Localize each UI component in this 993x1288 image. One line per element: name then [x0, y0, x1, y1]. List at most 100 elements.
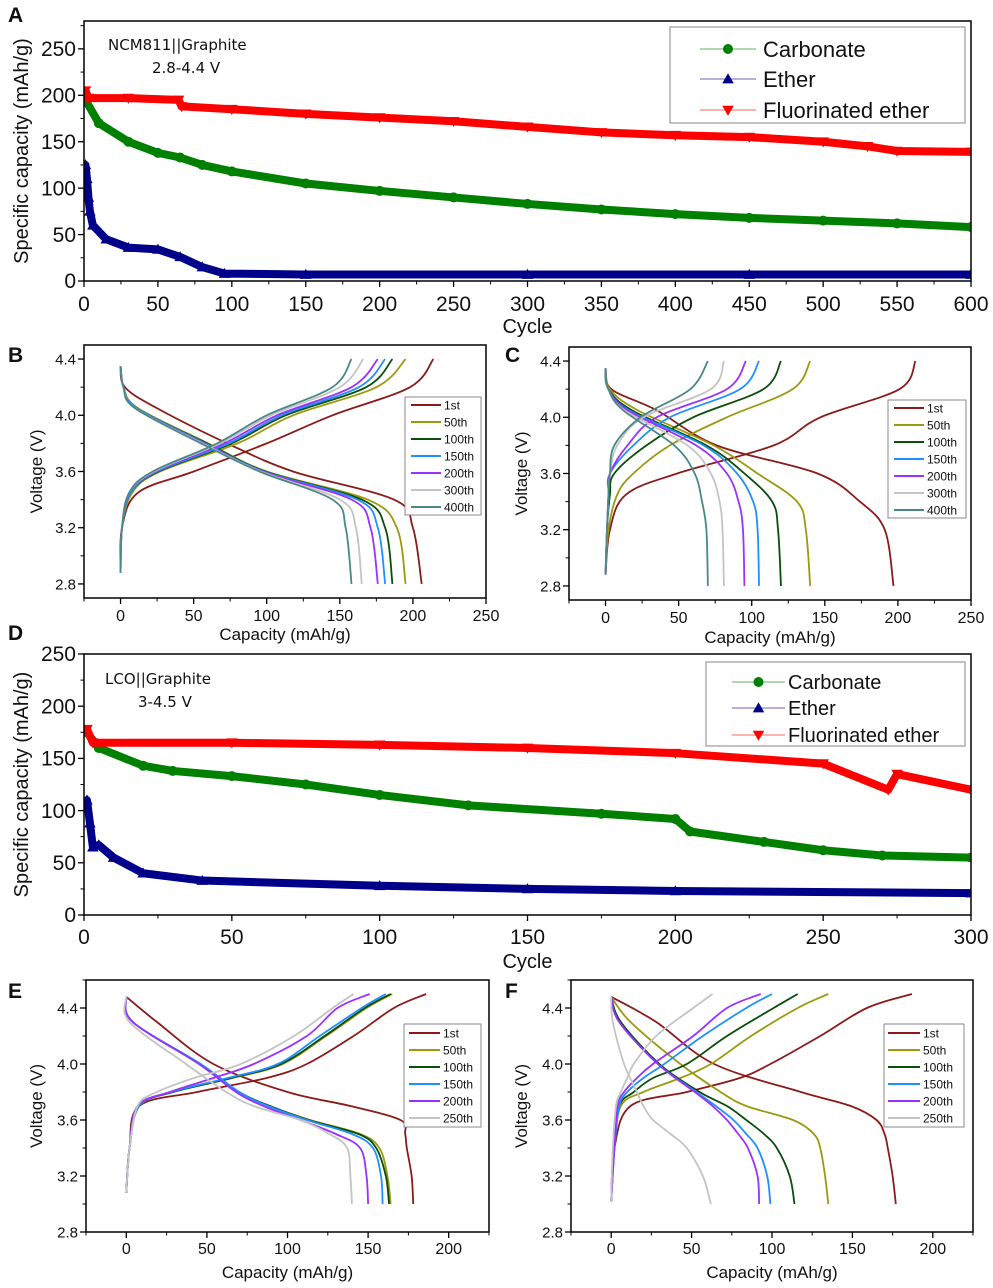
legend-item: 400th [894, 504, 957, 518]
legend-label: 400th [927, 504, 957, 518]
y-tick-label: 4.0 [542, 1056, 563, 1073]
legend-label: 200th [443, 1095, 473, 1109]
y-tick-label: 0 [64, 904, 76, 927]
legend-item: 150th [411, 450, 474, 464]
discharge-curve [123, 996, 353, 1205]
x-axis-label: Capacity (mAh/g) [219, 625, 350, 644]
data-point [197, 159, 208, 170]
y-tick-label: 3.2 [55, 520, 76, 537]
x-tick-label: 300 [510, 293, 545, 316]
x-tick-label: 200 [362, 293, 397, 316]
panel-label: F [505, 980, 518, 1003]
series-fluorinated-ether [84, 724, 971, 796]
y-tick-label: 3.2 [57, 1168, 78, 1185]
data-point [196, 261, 209, 272]
legend-item: 300th [894, 487, 957, 501]
data-point [669, 885, 682, 896]
data-point [84, 205, 96, 216]
plot-frame [568, 346, 972, 601]
data-point [174, 251, 186, 262]
x-axis-label: Capacity (mAh/g) [704, 628, 835, 647]
panel-c: C 0 50 100 150 200 250 2.8 3.2 3.6 4.0 4.4 Capacity … [505, 344, 984, 647]
data-point [521, 743, 534, 754]
legend-label: 300th [927, 487, 957, 501]
legend-item: Carbonate [700, 37, 866, 62]
y-tick-label: 2.8 [540, 578, 561, 595]
data-point [122, 241, 135, 252]
x-tick-label: 250 [958, 610, 985, 627]
charge-curve [604, 360, 917, 575]
legend-item: 150th [409, 1078, 473, 1092]
data-point [965, 785, 971, 796]
series-50th [604, 360, 812, 587]
legend-label: Ether [763, 67, 816, 92]
legend-box [403, 1023, 482, 1128]
y-axis-label: Voltage (V) [27, 1064, 46, 1148]
data-point [84, 724, 93, 735]
data-point [965, 147, 971, 158]
legend-label: 100th [927, 436, 957, 450]
x-tick-label: 100 [759, 1241, 786, 1258]
legend-label: 50th [443, 1044, 466, 1058]
y-tick-label: 4.0 [57, 1056, 78, 1073]
legend-label: 150th [444, 450, 474, 464]
legend-item: 150th [888, 1078, 953, 1092]
x-tick-label: 200 [658, 926, 693, 949]
legend: 1st 50th 100th 150th 200th 300th 400th [404, 396, 482, 516]
y-axis-label: Voltage (V) [512, 431, 531, 515]
series-carbonate [84, 727, 971, 863]
x-tick-label: 200 [885, 610, 912, 627]
legend-label: Carbonate [788, 672, 881, 694]
y-tick-label: 2.8 [57, 1224, 78, 1241]
plot-area [610, 993, 913, 1205]
data-point [167, 765, 178, 776]
y-tick-label: 50 [53, 224, 76, 247]
discharge-curve [604, 367, 812, 587]
legend-label: 150th [923, 1078, 953, 1092]
x-axis-label: Cycle [502, 951, 552, 973]
x-tick-label: 150 [510, 926, 545, 949]
x-tick-label: 100 [214, 293, 249, 316]
data-point [596, 204, 607, 215]
data-point [175, 102, 188, 113]
y-tick-label: 4.4 [55, 351, 76, 368]
x-tick-label: 150 [355, 1241, 382, 1258]
legend: 1st 50th 100th 150th 200th 250th [403, 1023, 482, 1128]
panel-b: B 0 50 100 150 200 250 2.8 3.2 3.6 4.0 4.4 Capacity … [8, 344, 499, 644]
discharge-curve [119, 365, 394, 585]
data-point [891, 146, 903, 157]
legend-item: 1st [894, 402, 944, 416]
y-axis-label: Voltage (V) [512, 1064, 531, 1148]
plot-area [119, 358, 435, 585]
data-point [966, 222, 971, 233]
y-tick-label: 3.6 [57, 1112, 78, 1129]
data-point [84, 794, 93, 805]
x-tick-label: 250 [436, 293, 471, 316]
legend: Carbonate Ether Fluorinated ether [669, 26, 966, 124]
legend: Carbonate Ether Fluorinated ether [705, 661, 966, 747]
y-tick-label: 0 [64, 270, 76, 293]
x-axis-label: Cycle [502, 316, 552, 338]
data-point [861, 142, 874, 153]
y-tick-label: 250 [41, 38, 76, 61]
charge-curve [610, 993, 762, 1202]
legend-marker [753, 677, 764, 687]
x-tick-label: 50 [146, 293, 169, 316]
data-point [521, 268, 534, 279]
data-point [966, 852, 971, 863]
data-point [521, 883, 534, 894]
x-tick-label: 400 [658, 293, 693, 316]
data-point [300, 268, 312, 279]
x-tick-label: 0 [122, 1241, 131, 1258]
data-point [300, 779, 311, 790]
series-100th [604, 360, 782, 586]
legend-marker [752, 730, 765, 741]
legend-item: 50th [894, 419, 950, 433]
data-point [373, 880, 386, 891]
legend-item: 100th [888, 1061, 953, 1075]
series-200th [610, 993, 762, 1205]
legend-label: 200th [444, 467, 474, 481]
data-point [522, 198, 533, 209]
legend: 1st 50th 100th 150th 200th 300th 400th [887, 399, 967, 519]
legend-label: 1st [927, 402, 944, 416]
